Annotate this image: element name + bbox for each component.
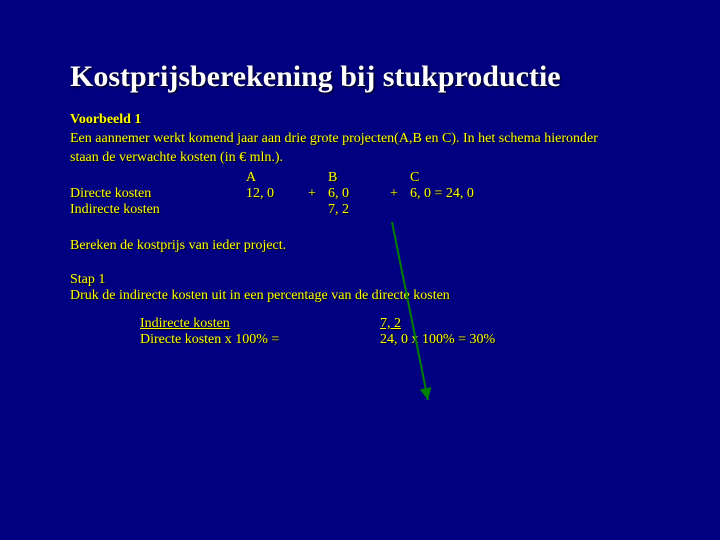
step-block: Stap 1 Druk de indirecte kosten uit in e… xyxy=(70,272,650,304)
fraction-block: Indirecte kosten Directe kosten x 100% =… xyxy=(70,316,650,348)
table-header-row: A B C xyxy=(70,170,526,186)
intro-line-2: staan de verwachte kosten (in € mln.). xyxy=(70,150,283,165)
plus-1: + xyxy=(302,186,328,202)
slide: Kostprijsberekening bij stukproductie Vo… xyxy=(0,0,720,540)
intro-text: Een aannemer werkt komend jaar aan drie … xyxy=(70,130,650,168)
fraction-right-numerator: 7, 2 xyxy=(380,316,401,331)
col-header-c: C xyxy=(410,170,526,186)
plus-2: + xyxy=(384,186,410,202)
intro-line-1: Een aannemer werkt komend jaar aan drie … xyxy=(70,131,598,146)
row-label-indirect: Indirecte kosten xyxy=(70,202,246,218)
cost-table: A B C Directe kosten 12, 0 + 6, 0 + 6, 0… xyxy=(70,170,650,218)
table-row-indirect: Indirecte kosten 7, 2 xyxy=(70,202,526,218)
col-header-b: B xyxy=(328,170,384,186)
fraction-left-denominator: Directe kosten x 100% = xyxy=(140,332,279,347)
question-text: Bereken de kostprijs van ieder project. xyxy=(70,238,650,254)
example-label: Voorbeeld 1 xyxy=(70,112,650,128)
indirect-b: 7, 2 xyxy=(328,202,384,218)
step-text: Druk de indirecte kosten uit in een perc… xyxy=(70,288,450,303)
direct-c-total: 6, 0 = 24, 0 xyxy=(410,186,526,202)
col-header-a: A xyxy=(246,170,302,186)
slide-title: Kostprijsberekening bij stukproductie xyxy=(70,60,650,94)
step-label: Stap 1 xyxy=(70,272,105,287)
table-row-direct: Directe kosten 12, 0 + 6, 0 + 6, 0 = 24,… xyxy=(70,186,526,202)
fraction-left: Indirecte kosten Directe kosten x 100% = xyxy=(140,316,380,348)
row-label-direct: Directe kosten xyxy=(70,186,246,202)
fraction-right-denominator: 24, 0 x 100% = 30% xyxy=(380,332,495,347)
direct-a: 12, 0 xyxy=(246,186,302,202)
fraction-left-numerator: Indirecte kosten xyxy=(140,316,230,331)
direct-b: 6, 0 xyxy=(328,186,384,202)
fraction-right: 7, 2 24, 0 x 100% = 30% xyxy=(380,316,580,348)
